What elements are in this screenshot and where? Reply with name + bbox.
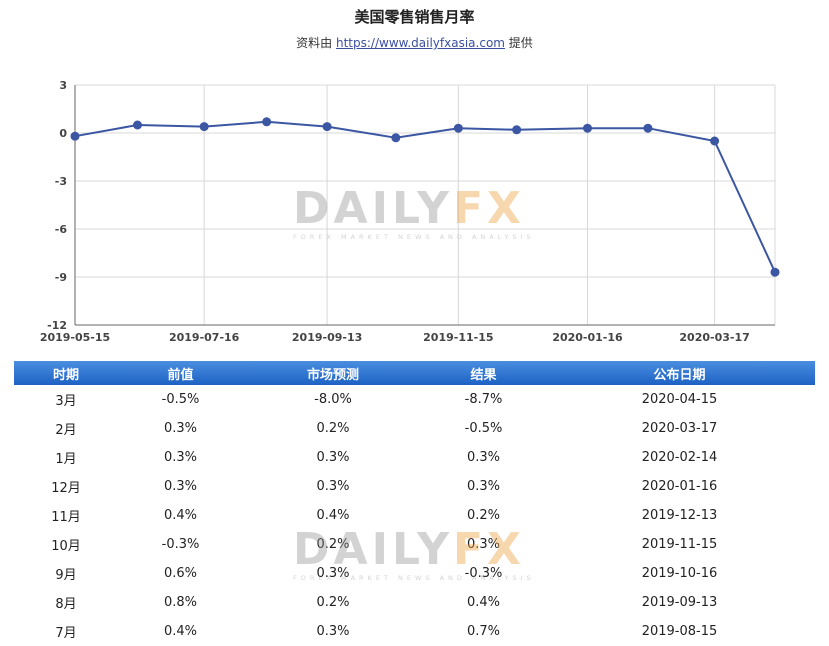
- table-cell: 0.4%: [466, 595, 501, 610]
- data-point: [583, 123, 592, 133]
- source-suffix: 提供: [504, 36, 533, 50]
- table-cell: -0.5%: [161, 392, 200, 407]
- table-cell: 2020-03-17: [641, 421, 718, 436]
- source-prefix: 资料由: [296, 36, 336, 50]
- data-point: [643, 123, 653, 133]
- table-cell: 2019-10-16: [641, 566, 718, 581]
- data-point: [70, 131, 80, 141]
- table-cell: 0.3%: [163, 421, 198, 436]
- y-tick-label: 3: [59, 79, 67, 92]
- table-cell: -0.3%: [464, 566, 503, 581]
- table-cell: -0.5%: [464, 421, 503, 436]
- y-tick-label: -12: [47, 319, 67, 332]
- series-line: [74, 120, 776, 273]
- table-cell: 10月: [51, 539, 81, 554]
- table-cell: 2020-04-15: [641, 392, 718, 407]
- header-period: 时期: [14, 361, 118, 385]
- table-cell: 2020-02-14: [641, 450, 718, 465]
- table-row: 12月 0.3% 0.3% 0.3% 2020-01-16: [14, 472, 815, 501]
- table-cell: 0.4%: [316, 508, 350, 523]
- table-cell: 0.3%: [316, 566, 350, 581]
- table-cell: 2019-09-13: [641, 595, 718, 610]
- data-point: [322, 122, 332, 132]
- table-row: 10月 -0.3% 0.2% 0.3% 2019-11-15: [14, 530, 815, 559]
- source-line: 资料由 https://www.dailyfxasia.com 提供: [0, 34, 829, 51]
- table-cell: 2019-11-15: [641, 537, 718, 552]
- table-cell: 2019-08-15: [641, 624, 718, 639]
- table-cell: -8.7%: [464, 392, 503, 407]
- table-cell: 7月: [55, 626, 77, 641]
- table-cell: 0.8%: [163, 595, 198, 610]
- table-row: 2月 0.3% 0.2% -0.5% 2020-03-17: [14, 414, 815, 443]
- x-tick-label: 2020-03-17: [679, 331, 749, 344]
- table-row: 11月 0.4% 0.4% 0.2% 2019-12-13: [14, 501, 815, 530]
- table-cell: 0.6%: [163, 566, 198, 581]
- table-cell: 0.2%: [316, 537, 350, 552]
- table-cell: 0.3%: [163, 479, 198, 494]
- data-point: [710, 136, 720, 146]
- table-cell: 0.3%: [316, 450, 350, 465]
- table-cell: 3月: [55, 394, 77, 409]
- y-tick-label: -6: [55, 223, 68, 236]
- header-previous: 前值: [118, 361, 243, 385]
- data-point: [391, 133, 401, 143]
- table-header-row: 时期 前值 市场预测 结果 公布日期: [14, 361, 815, 385]
- table-cell: 0.2%: [466, 508, 501, 523]
- table-cell: 0.4%: [163, 624, 198, 639]
- chart-title: 美国零售销售月率: [354, 8, 475, 26]
- table-cell: 0.7%: [466, 624, 501, 639]
- table-row: 8月 0.8% 0.2% 0.4% 2019-09-13: [14, 588, 815, 617]
- table-cell: 0.3%: [466, 479, 501, 494]
- x-tick-label: 2019-07-16: [169, 331, 240, 344]
- table-cell: 0.3%: [316, 624, 350, 639]
- table-cell: 8月: [55, 597, 77, 612]
- table-cell: 0.3%: [466, 537, 501, 552]
- data-point: [133, 120, 142, 130]
- table-cell: 0.3%: [163, 450, 198, 465]
- table-cell: 2020-01-16: [641, 479, 718, 494]
- table-row: 3月 -0.5% -8.0% -8.7% 2020-04-15: [14, 385, 815, 414]
- x-tick-label: 2020-01-16: [552, 331, 623, 344]
- header-forecast: 市场预测: [243, 361, 423, 385]
- table-cell: 2月: [55, 423, 77, 438]
- source-link[interactable]: https://www.dailyfxasia.com: [336, 36, 505, 50]
- release-table: 时期 前值 市场预测 结果 公布日期 3月 -0.5% -8.0% -8.7% 2020…: [14, 361, 815, 646]
- y-tick-label: 0: [59, 127, 67, 140]
- data-point: [453, 123, 463, 133]
- table-row: 1月 0.3% 0.3% 0.3% 2020-02-14: [14, 443, 815, 472]
- y-tick-label: -3: [55, 175, 67, 188]
- table-cell: 11月: [51, 510, 81, 525]
- data-point: [199, 122, 209, 132]
- x-tick-label: 2019-09-13: [292, 331, 362, 344]
- table-cell: 0.2%: [316, 595, 350, 610]
- x-tick-label: 2019-05-15: [40, 331, 110, 344]
- header-release-date: 公布日期: [544, 361, 815, 385]
- x-tick-label: 2019-11-15: [423, 331, 493, 344]
- table-cell: 12月: [51, 481, 81, 496]
- y-tick-label: -9: [55, 271, 67, 284]
- data-point: [512, 125, 522, 135]
- table-cell: 0.4%: [163, 508, 198, 523]
- table-cell: 0.2%: [316, 421, 350, 436]
- data-point: [770, 267, 780, 277]
- header-actual: 结果: [423, 361, 544, 385]
- data-point: [262, 117, 272, 127]
- table-row: 7月 0.4% 0.3% 0.7% 2019-08-15: [14, 617, 815, 646]
- table-cell: 1月: [55, 452, 77, 467]
- table-row: 9月 0.6% 0.3% -0.3% 2019-10-16: [14, 559, 815, 588]
- table-cell: 0.3%: [316, 479, 350, 494]
- table-cell: 9月: [55, 568, 77, 583]
- table-cell: 2019-12-13: [641, 508, 718, 523]
- table-cell: -0.3%: [161, 537, 200, 552]
- table-cell: 0.3%: [466, 450, 501, 465]
- table-cell: -8.0%: [314, 392, 352, 407]
